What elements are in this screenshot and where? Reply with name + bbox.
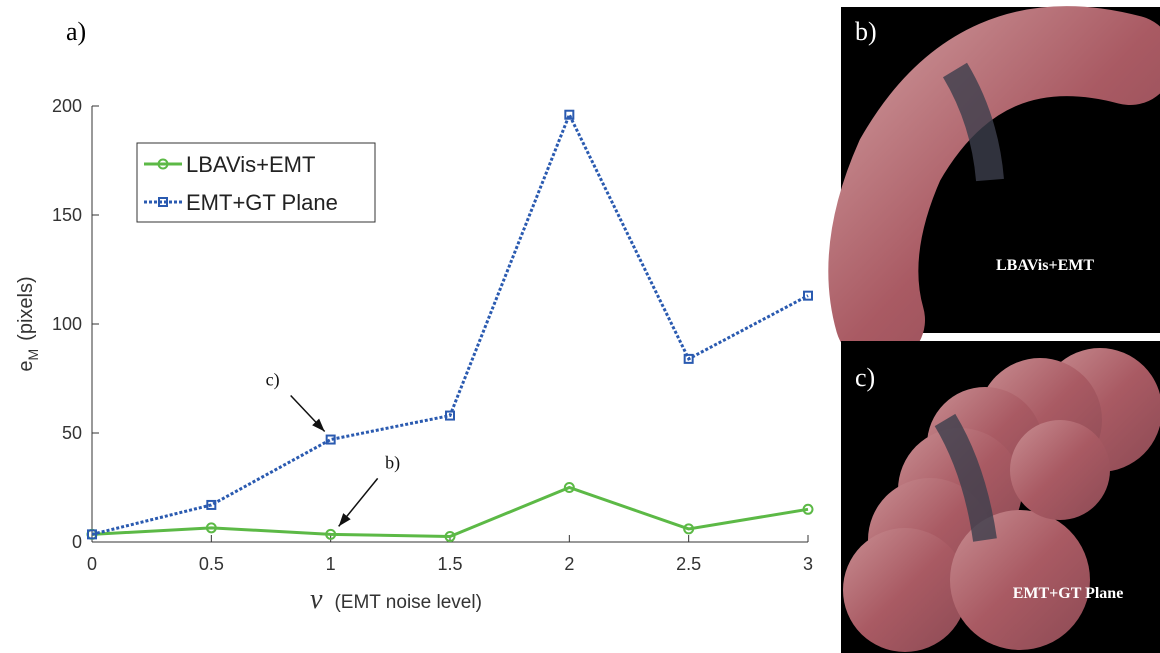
annotation: c) xyxy=(266,370,280,391)
x-tick-label: 0 xyxy=(87,554,97,574)
x-tick-label: 1.5 xyxy=(437,554,462,574)
x-tick-label: 0.5 xyxy=(199,554,224,574)
x-tick-label: 1 xyxy=(326,554,336,574)
y-tick-label: 50 xyxy=(62,423,82,443)
y-label-main: e xyxy=(15,361,37,372)
annotation: b) xyxy=(385,452,400,473)
arrow-head xyxy=(339,513,351,526)
legend-label: LBAVis+EMT xyxy=(186,152,315,177)
panel-caption: LBAVis+EMT xyxy=(996,257,1094,274)
x-tick-label: 2.5 xyxy=(676,554,701,574)
x-tick-label: 2 xyxy=(564,554,574,574)
series-line xyxy=(92,488,808,537)
legend-label: EMT+GT Plane xyxy=(186,190,338,215)
panel-caption: EMT+GT Plane xyxy=(1013,585,1124,602)
y-label-sub: M xyxy=(25,349,41,361)
y-tick-label: 200 xyxy=(52,96,82,116)
x-tick-label: 3 xyxy=(803,554,813,574)
x-label-text: (EMT noise level) xyxy=(334,592,481,613)
panel-label: a) xyxy=(66,17,86,46)
panel-label: b) xyxy=(855,17,877,46)
y-label-unit: (pixels) xyxy=(15,276,37,340)
panel-label: c) xyxy=(855,363,875,392)
y-tick-label: 150 xyxy=(52,205,82,225)
y-tick-label: 100 xyxy=(52,314,82,334)
y-axis-label: eM (pixels) xyxy=(15,276,41,371)
x-label-symbol: ν xyxy=(310,584,323,615)
image-panel: b) LBAVis+EMT xyxy=(841,7,1160,333)
y-tick-label: 0 xyxy=(72,532,82,552)
figure: a) b) LBAVis+EMT c) EMT+GT Plane eM (pixe… xyxy=(0,0,1160,653)
x-axis-label: ν (EMT noise level) xyxy=(310,584,482,615)
image-panel: c) EMT+GT Plane xyxy=(841,341,1160,653)
